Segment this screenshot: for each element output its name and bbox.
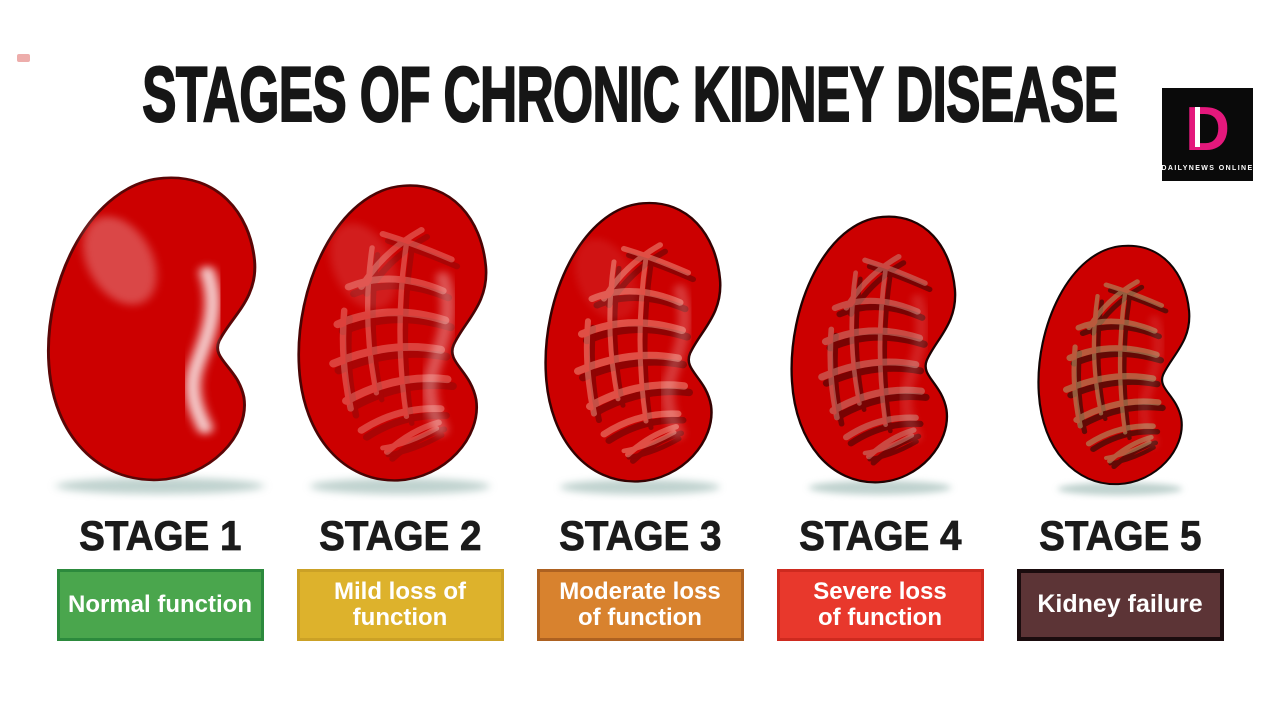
healthy-kidney-icon xyxy=(46,176,264,494)
mildly-damaged-kidney-icon xyxy=(297,184,491,495)
stage-description-badge: Kidney failure xyxy=(1016,569,1224,641)
stage-label: STAGE 1 xyxy=(78,512,242,560)
stage-description-badge: Normal function xyxy=(56,569,264,641)
kidney-illustration-wrap xyxy=(530,158,750,500)
stage-label: STAGE 5 xyxy=(1038,512,1202,560)
stage-column-5: STAGE 5 Kidney failure xyxy=(1000,158,1240,641)
kidney-illustration-wrap xyxy=(777,158,983,500)
stage-column-2: STAGE 2 Mild loss of function xyxy=(280,158,520,641)
stage-label: STAGE 3 xyxy=(558,512,722,560)
stages-row: STAGE 1 Normal function xyxy=(40,158,1240,641)
kidney-illustration-wrap xyxy=(1025,158,1215,500)
failed-kidney-icon xyxy=(1037,244,1191,496)
moderately-damaged-kidney-icon xyxy=(544,201,722,495)
logo-stripe xyxy=(1195,107,1201,147)
logo-caption: DAILYNEWS ONLINE xyxy=(1161,165,1254,172)
stage-column-1: STAGE 1 Normal function xyxy=(40,158,280,641)
stage-label: STAGE 4 xyxy=(798,512,962,560)
header: STAGES OF CHRONIC KIDNEY DISEASE xyxy=(0,49,1280,139)
scan-artifact xyxy=(17,54,30,62)
stage-label: STAGE 2 xyxy=(318,512,482,560)
severely-damaged-kidney-icon xyxy=(790,215,957,495)
stage-description-badge: Severe loss of function xyxy=(776,569,984,641)
kidney-illustration-wrap xyxy=(282,158,518,500)
dailynews-online-logo: D DAILYNEWS ONLINE xyxy=(1161,88,1254,181)
stage-description-badge: Mild loss of function xyxy=(296,569,504,641)
stage-description-badge: Moderate loss of function xyxy=(536,569,744,641)
page-title: STAGES OF CHRONIC KIDNEY DISEASE xyxy=(142,49,1119,139)
kidney-illustration-wrap xyxy=(30,158,290,500)
stage-column-3: STAGE 3 Moderate loss of function xyxy=(520,158,760,641)
logo-letter-d: D xyxy=(1185,95,1230,164)
stage-column-4: STAGE 4 Severe loss of function xyxy=(760,158,1000,641)
